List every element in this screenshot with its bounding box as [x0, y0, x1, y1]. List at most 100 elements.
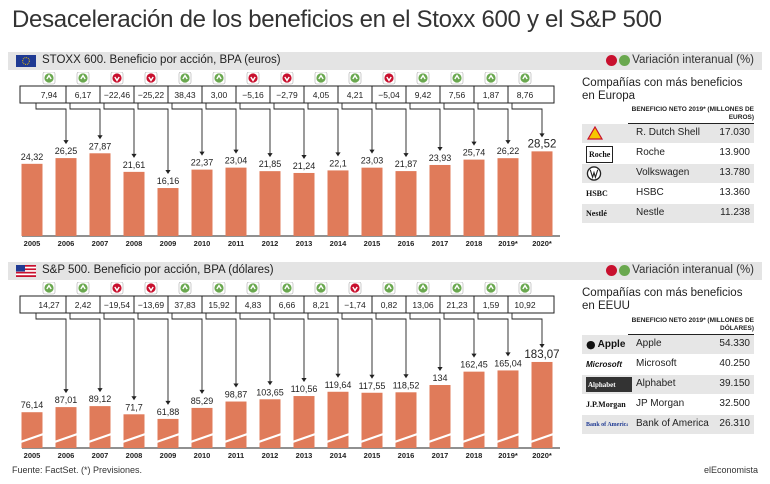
shell-logo-icon [586, 126, 628, 141]
up-arrow-icon [42, 72, 56, 85]
bar [21, 412, 43, 448]
bar [531, 361, 553, 448]
down-arrow-icon [348, 282, 362, 295]
change-label: 14,27 [38, 300, 60, 310]
bar [327, 170, 349, 236]
sp500-legend: Variación interanual (%) [606, 264, 754, 276]
bar [429, 164, 451, 236]
change-label: 0,82 [381, 300, 398, 310]
x-tick-label: 2020* [532, 239, 552, 248]
company-net-profit: 39.150 [719, 378, 750, 389]
bar [361, 392, 383, 448]
change-connector [341, 103, 375, 154]
bar-value-label: 21,85 [259, 159, 282, 169]
bar [497, 158, 519, 236]
x-tick-label: 2015 [364, 239, 381, 248]
change-row-frame [19, 85, 555, 104]
sp500-band-title: S&P 500. Beneficio por acción, BPA (dóla… [42, 264, 274, 276]
company-name: Roche [636, 147, 665, 158]
bar [395, 392, 417, 448]
europe-side-header: BENEFICIO NETO 2019* (MILLONES DE EUROS) [628, 106, 754, 124]
company-row: HSBC HSBC 13.360 [582, 184, 754, 203]
bar [89, 153, 111, 236]
bar [157, 188, 179, 236]
brand-name: elEconomista [703, 465, 758, 475]
up-arrow-icon [212, 282, 226, 295]
up-arrow-icon [76, 72, 90, 85]
change-connector [171, 313, 205, 394]
bar-value-label: 118,52 [393, 380, 420, 390]
bar-value-label: 98,87 [225, 390, 248, 400]
x-tick-label: 2011 [228, 239, 244, 248]
bar-value-label: 110,56 [291, 384, 318, 394]
change-label: 4,21 [347, 90, 364, 100]
bar-value-label: 21,61 [123, 160, 146, 170]
bar-value-label: 23,93 [429, 153, 452, 163]
x-tick-label: 2010 [194, 451, 211, 460]
bar-value-label: 89,12 [89, 394, 112, 404]
change-label: −19,54 [104, 300, 131, 310]
change-connector [35, 103, 69, 145]
up-arrow-icon [314, 72, 328, 85]
company-row: R. Dutch Shell 17.030 [582, 124, 754, 143]
x-tick-label: 2011 [228, 451, 244, 460]
company-net-profit: 17.030 [719, 127, 750, 138]
company-name: Bank of America [636, 418, 709, 429]
x-tick-label: 2017 [432, 451, 449, 460]
company-row: Alphabet Alphabet 39.150 [582, 375, 754, 394]
bar-value-label: 117,55 [359, 381, 386, 391]
axis-break-mark [190, 432, 214, 444]
change-connector [69, 103, 103, 140]
down-arrow-icon [280, 72, 294, 85]
bar [361, 167, 383, 236]
sp500-band: S&P 500. Beneficio por acción, BPA (dóla… [8, 262, 762, 280]
change-label: −5,16 [242, 90, 264, 100]
up-arrow-icon [246, 282, 260, 295]
x-tick-label: 2019* [498, 451, 518, 460]
x-tick-label: 2020* [532, 451, 552, 460]
bar [429, 385, 451, 448]
company-name: Apple [636, 338, 662, 349]
down-arrow-icon [382, 72, 396, 85]
nestle-logo-icon: Nestlé [586, 209, 607, 218]
bar [55, 407, 77, 448]
change-connector [409, 313, 443, 372]
x-tick-label: 2005 [24, 239, 41, 248]
change-label: −25,22 [138, 90, 165, 100]
change-connector [103, 103, 137, 158]
change-connector [205, 103, 239, 154]
down-arrow-icon [110, 72, 124, 85]
bar-value-label: 28,52 [528, 138, 557, 150]
bar [123, 171, 145, 236]
change-label: 9,42 [415, 90, 432, 100]
company-net-profit: 11.238 [720, 207, 750, 218]
bar-value-label: 25,74 [463, 148, 486, 158]
change-label: 15,92 [208, 300, 230, 310]
company-name: HSBC [636, 187, 664, 198]
axis-break-mark [292, 432, 316, 444]
up-arrow-icon [314, 282, 328, 295]
company-net-profit: 13.780 [719, 167, 750, 178]
change-label: 1,87 [483, 90, 500, 100]
x-tick-label: 2016 [398, 451, 415, 460]
bar [293, 172, 315, 236]
bar-value-label: 119,64 [325, 380, 352, 390]
x-tick-label: 2019* [498, 239, 518, 248]
company-name: R. Dutch Shell [636, 127, 700, 138]
bar [395, 171, 417, 236]
company-name: JP Morgan [636, 398, 685, 409]
up-arrow-icon [76, 282, 90, 295]
x-tick-label: 2006 [58, 451, 75, 460]
up-arrow-icon [450, 282, 464, 295]
bar [123, 414, 145, 448]
company-row: ● Apple Apple 54.330 [582, 335, 754, 354]
stoxx-band-title: STOXX 600. Beneficio por acción, BPA (eu… [42, 54, 281, 66]
axis-break-mark [224, 432, 248, 444]
bar-value-label: 103,65 [256, 387, 284, 397]
x-tick-label: 2008 [126, 239, 143, 248]
up-arrow-icon [42, 282, 56, 295]
axis-break-mark [394, 432, 418, 444]
change-connector [137, 103, 171, 175]
x-tick-label: 2014 [330, 451, 348, 460]
axis-break-mark [122, 432, 146, 444]
